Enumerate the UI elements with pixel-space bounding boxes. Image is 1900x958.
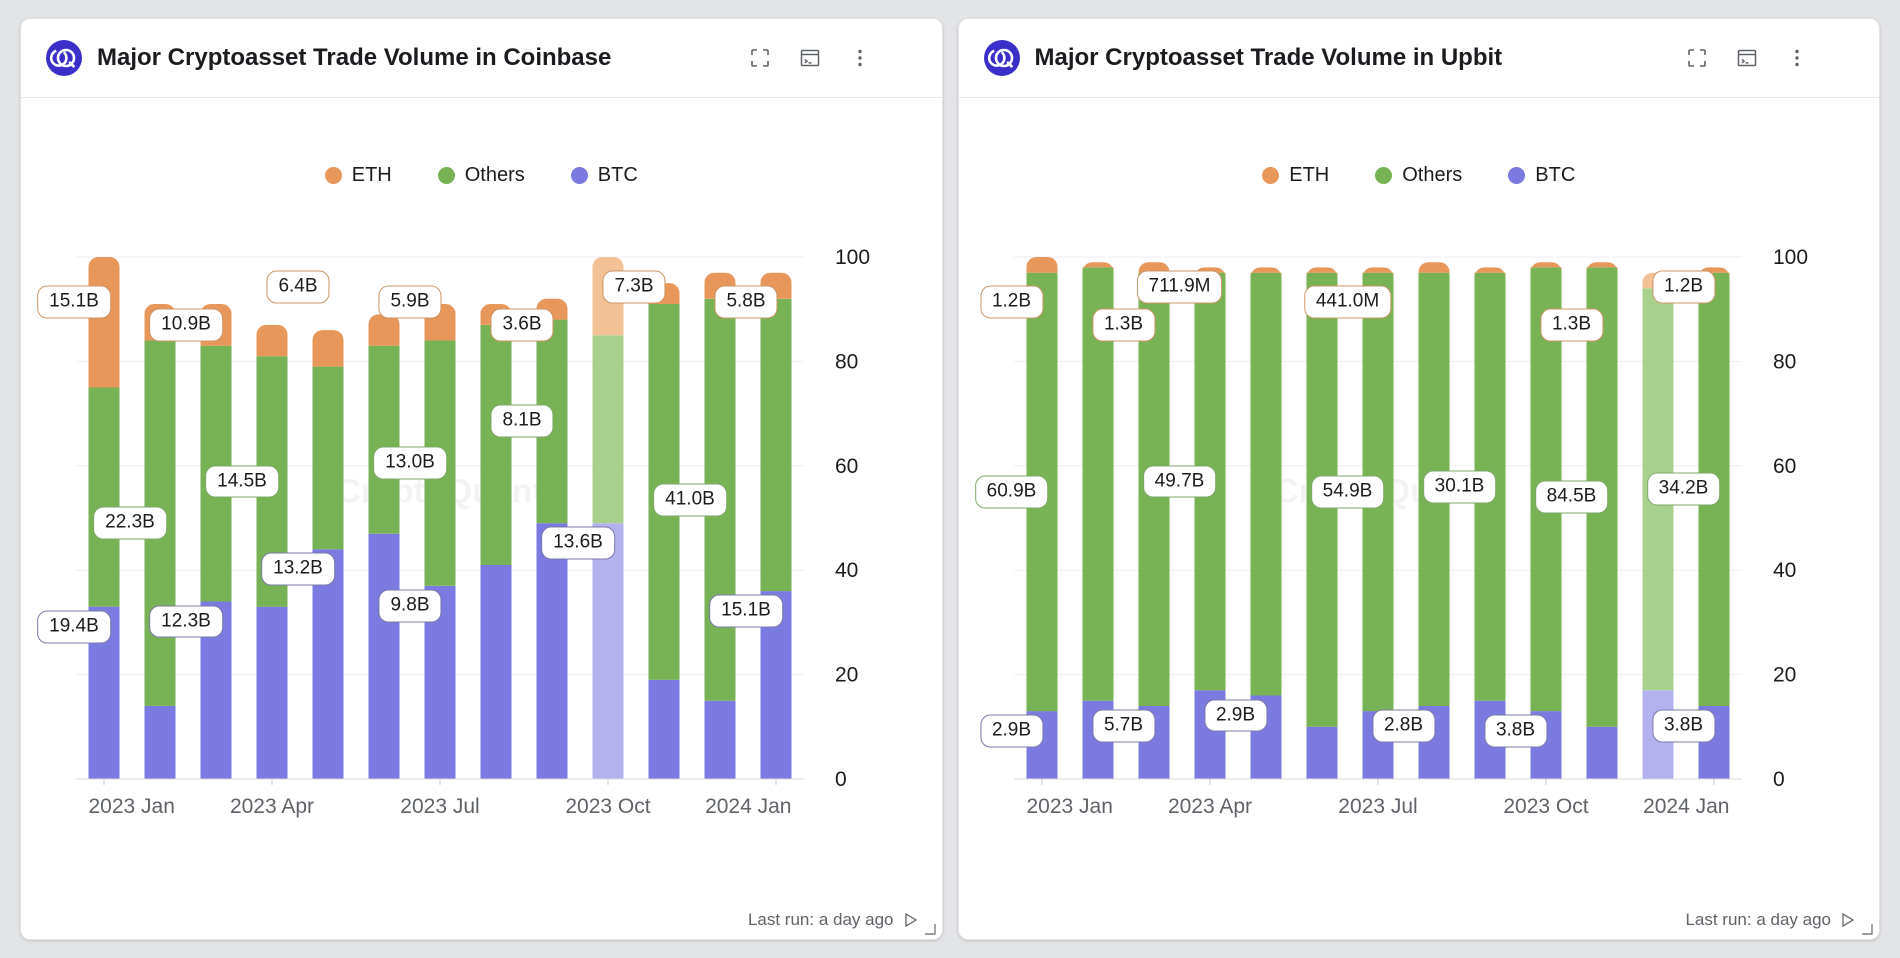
svg-text:2023 Jan: 2023 Jan — [89, 795, 175, 818]
svg-text:2023 Oct: 2023 Oct — [565, 795, 650, 818]
svg-text:20: 20 — [835, 664, 858, 687]
svg-text:40: 40 — [835, 559, 858, 582]
svg-text:2024 Jan: 2024 Jan — [705, 795, 791, 818]
svg-text:2023 Apr: 2023 Apr — [1167, 795, 1251, 818]
svg-text:2024 Jan: 2024 Jan — [1643, 795, 1729, 818]
svg-text:2023 Oct: 2023 Oct — [1503, 795, 1588, 818]
svg-text:60: 60 — [835, 455, 858, 478]
svg-text:100: 100 — [835, 246, 870, 269]
svg-text:2023 Jul: 2023 Jul — [400, 795, 479, 818]
svg-text:2023 Jul: 2023 Jul — [1338, 795, 1417, 818]
svg-text:0: 0 — [835, 768, 847, 791]
svg-text:40: 40 — [1773, 559, 1796, 582]
svg-text:80: 80 — [835, 350, 858, 373]
svg-text:60: 60 — [1773, 455, 1796, 478]
svg-text:2023 Jan: 2023 Jan — [1026, 795, 1112, 818]
svg-text:0: 0 — [1773, 768, 1785, 791]
svg-text:20: 20 — [1773, 664, 1796, 687]
svg-text:80: 80 — [1773, 350, 1796, 373]
svg-text:2023 Apr: 2023 Apr — [230, 795, 314, 818]
svg-text:100: 100 — [1773, 246, 1808, 269]
